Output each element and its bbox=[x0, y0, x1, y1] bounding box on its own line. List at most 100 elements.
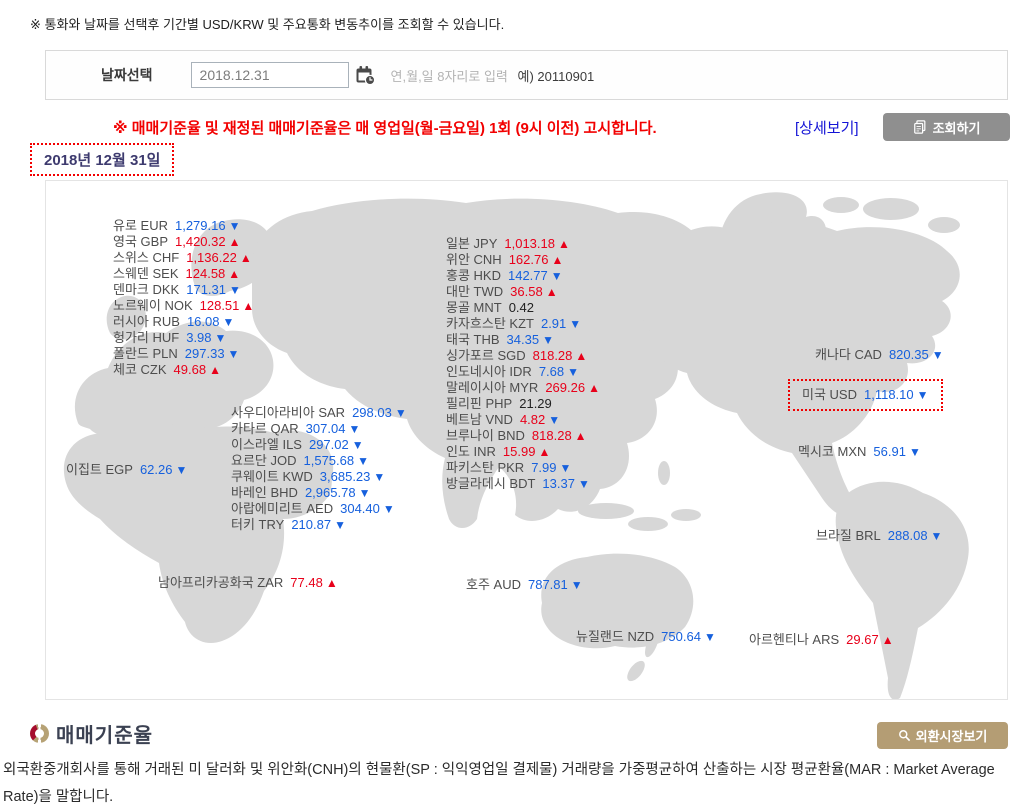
currency-name: 덴마크 DKK bbox=[113, 282, 180, 297]
down-arrow-icon: ▼ bbox=[930, 529, 943, 543]
currency-row: 말레이시아 MYR 269.26 ▲ bbox=[446, 380, 600, 396]
currency-row: 노르웨이 NOK 128.51 ▲ bbox=[113, 298, 254, 314]
down-arrow-icon: ▼ bbox=[908, 445, 921, 459]
down-arrow-icon: ▼ bbox=[334, 518, 346, 532]
currency-row: 홍콩 HKD 142.77 ▼ bbox=[446, 268, 600, 284]
currency-row: 베트남 VND 4.82 ▼ bbox=[446, 412, 600, 428]
currency-name: 베트남 VND bbox=[446, 412, 513, 427]
calendar-button[interactable] bbox=[355, 64, 377, 86]
currency-value: 34.35 bbox=[506, 332, 540, 347]
currency-name: 브루나이 BND bbox=[446, 428, 525, 443]
currency-name: 브라질 BRL bbox=[816, 528, 881, 543]
search-icon bbox=[898, 730, 910, 742]
currency-row: 터키 TRY 210.87 ▼ bbox=[231, 517, 407, 533]
currency-name: 체코 CZK bbox=[113, 362, 167, 377]
down-arrow-icon: ▼ bbox=[548, 413, 561, 427]
currency-value: 1,118.10 bbox=[863, 387, 914, 402]
currency-row: 방글라데시 BDT 13.37 ▼ bbox=[446, 476, 600, 492]
currency-name: 호주 AUD bbox=[466, 577, 521, 592]
currency-name: 노르웨이 NOK bbox=[113, 298, 193, 313]
currency-group-middle-east: 사우디아라비아 SAR 298.03 ▼ 카타르 QAR 307.04 ▼ 이스라엘 ILS… bbox=[231, 405, 407, 533]
up-arrow-icon: ▲ bbox=[242, 299, 255, 313]
currency-name: 미국 USD bbox=[802, 387, 857, 402]
currency-row: 카타르 QAR 307.04 ▼ bbox=[231, 421, 407, 437]
currency-row: 체코 CZK 49.68 ▲ bbox=[113, 362, 254, 378]
currency-name: 방글라데시 BDT bbox=[446, 476, 536, 491]
currency-value: 1,136.22 bbox=[186, 250, 237, 265]
currency-value: 128.51 bbox=[199, 298, 240, 313]
currency-value: 750.64 bbox=[661, 629, 701, 644]
currency-row: 필리핀 PHP 21.29 bbox=[446, 396, 600, 412]
currency-name: 인도네시아 IDR bbox=[446, 364, 532, 379]
currency-value: 29.67 bbox=[846, 632, 879, 647]
currency-value: 0.42 bbox=[508, 300, 535, 315]
currency-value: 787.81 bbox=[527, 577, 568, 592]
currency-value: 297.33 bbox=[184, 346, 225, 361]
currency-value: 1,279.16 bbox=[174, 218, 226, 233]
currency-name: 헝가리 HUF bbox=[113, 330, 180, 345]
currency-name: 위안 CNH bbox=[446, 252, 502, 267]
currency-value: 210.87 bbox=[291, 517, 332, 532]
date-input[interactable] bbox=[190, 62, 349, 88]
currency-name: 파키스탄 PKR bbox=[446, 460, 525, 475]
currency-value: 162.76 bbox=[508, 252, 549, 267]
date-hint: 연,월,일 8자리로 입력 예) 20110901 bbox=[391, 66, 595, 85]
currency-row: 인도 INR 15.99 ▲ bbox=[446, 444, 600, 460]
rate-donut-icon bbox=[30, 724, 49, 743]
currency-name: 카자흐스탄 KZT bbox=[446, 316, 534, 331]
currency-value: 2,965.78 bbox=[304, 485, 356, 500]
down-arrow-icon: ▼ bbox=[373, 470, 386, 484]
currency-row: 바레인 BHD 2,965.78 ▼ bbox=[231, 485, 407, 501]
down-arrow-icon: ▼ bbox=[358, 486, 371, 500]
down-arrow-icon: ▼ bbox=[542, 333, 554, 347]
currency-row: 스위스 CHF 1,136.22 ▲ bbox=[113, 250, 254, 266]
currency-row: 파키스탄 PKR 7.99 ▼ bbox=[446, 460, 600, 476]
date-select-label: 날짜선택 bbox=[101, 67, 153, 83]
currency-row: 이집트 EGP 62.26 ▼ bbox=[66, 462, 187, 478]
down-arrow-icon: ▼ bbox=[703, 630, 716, 644]
up-arrow-icon: ▲ bbox=[545, 285, 558, 299]
currency-name: 남아프리카공화국 ZAR bbox=[158, 575, 284, 590]
currency-row: 싱가포르 SGD 818.28 ▲ bbox=[446, 348, 600, 364]
currency-row: 쿠웨이트 KWD 3,685.23 ▼ bbox=[231, 469, 407, 485]
currency-value: 1,420.32 bbox=[175, 234, 226, 249]
currency-value: 304.40 bbox=[340, 501, 380, 516]
rate-description: 외국환중개회사를 통해 거래된 미 달러화 및 위안화(CNH)의 현물환(SP… bbox=[3, 762, 995, 805]
currency-row: 러시아 RUB 16.08 ▼ bbox=[113, 314, 254, 330]
currency-name: 쿠웨이트 KWD bbox=[231, 469, 313, 484]
currency-value: 21.29 bbox=[519, 396, 552, 411]
up-arrow-icon: ▲ bbox=[325, 576, 338, 590]
down-arrow-icon: ▼ bbox=[382, 502, 395, 516]
currency-value: 297.02 bbox=[308, 437, 349, 452]
currency-value: 13.37 bbox=[542, 476, 575, 491]
down-arrow-icon: ▼ bbox=[222, 315, 235, 329]
world-rate-map-panel: 유로 EUR 1,279.16 ▼ 영국 GBP 1,420.32 ▲ 스위스 CHF 1,1… bbox=[45, 180, 1008, 700]
currency-value: 124.58 bbox=[185, 266, 226, 281]
currency-name: 영국 GBP bbox=[113, 234, 168, 249]
rate-heading-row: 매매기준율 bbox=[30, 719, 153, 748]
rate-heading: 매매기준율 bbox=[56, 725, 153, 747]
currency-name: 뉴질랜드 NZD bbox=[576, 629, 655, 644]
currency-row: 멕시코 MXN 56.91 ▼ bbox=[798, 444, 921, 460]
currency-name: 러시아 RUB bbox=[113, 314, 180, 329]
currency-value: 62.26 bbox=[139, 462, 173, 477]
fx-market-view-button[interactable]: 외환시장보기 bbox=[877, 722, 1008, 749]
currency-row: 스웨덴 SEK 124.58 ▲ bbox=[113, 266, 254, 282]
down-arrow-icon: ▼ bbox=[569, 317, 582, 331]
currency-name: 유로 EUR bbox=[113, 218, 168, 233]
currency-value: 7.99 bbox=[531, 460, 557, 475]
currency-name: 터키 TRY bbox=[231, 517, 285, 532]
currency-value: 307.04 bbox=[305, 421, 346, 436]
currency-value: 1,575.68 bbox=[303, 453, 355, 468]
currency-row: 뉴질랜드 NZD 750.64 ▼ bbox=[576, 629, 716, 645]
detail-view-link[interactable]: [상세보기] bbox=[795, 120, 859, 137]
lookup-button[interactable]: 조회하기 bbox=[883, 113, 1010, 141]
currency-name: 일본 JPY bbox=[446, 236, 498, 251]
currency-group-asia: 일본 JPY 1,013.18 ▲ 위안 CNH 162.76 ▲ 홍콩 HKD 142.77… bbox=[446, 236, 600, 492]
currency-value: 269.26 bbox=[545, 380, 586, 395]
currency-name: 몽골 MNT bbox=[446, 300, 502, 315]
down-arrow-icon: ▼ bbox=[357, 454, 369, 468]
currency-row: 인도네시아 IDR 7.68 ▼ bbox=[446, 364, 600, 380]
down-arrow-icon: ▼ bbox=[577, 477, 590, 491]
currency-row: 이스라엘 ILS 297.02 ▼ bbox=[231, 437, 407, 453]
